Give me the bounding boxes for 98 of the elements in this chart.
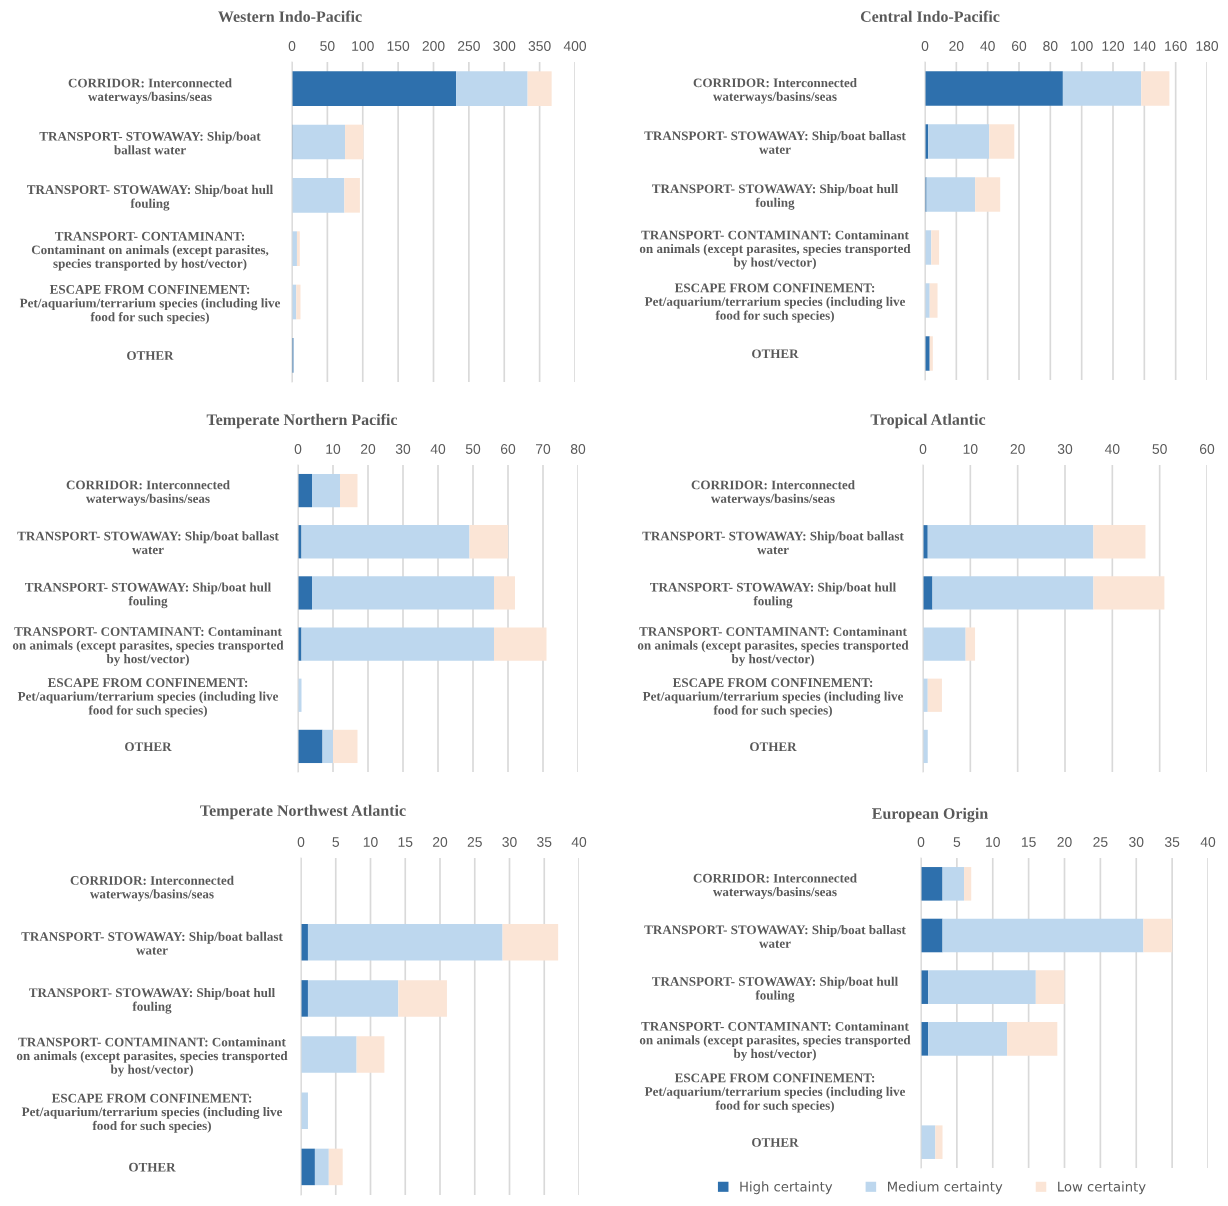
x-tick-label: 20 xyxy=(1010,444,1025,454)
x-tick-label: 60 xyxy=(1199,444,1215,454)
x-tick-label: 40 xyxy=(571,837,587,847)
chart-title: Central Indo-Pacific xyxy=(860,10,1000,22)
x-tick-label: 15 xyxy=(398,837,413,847)
y-tick-label: CORRIDOR: Interconnected waterways/basins/seas xyxy=(693,78,857,104)
x-tick-label: 10 xyxy=(326,444,341,454)
y-tick-label: OTHER xyxy=(129,1162,176,1172)
y-tick-label: TRANSPORT- STOWAWAY: Ship/boat ballast water xyxy=(644,131,906,154)
x-tick-label: 0 xyxy=(919,444,927,454)
y-tick-label: TRANSPORT- STOWAWAY: Ship/boat hull fouling xyxy=(29,987,275,1014)
x-tick-label: 60 xyxy=(500,444,516,454)
x-tick-label: 30 xyxy=(395,444,411,454)
x-tick-label: 35 xyxy=(1164,837,1180,847)
x-tick-label: 30 xyxy=(1057,444,1073,454)
chart-title: Temperate Northwest Atlantic xyxy=(200,804,406,820)
y-tick-label: ESCAPE FROM CONFINEMENT: Pet/aquarium/terrarium species (including live food for such species) xyxy=(19,285,281,325)
chart-title: Western Indo-Pacific xyxy=(218,10,362,23)
y-tick-label: ESCAPE FROM CONFINEMENT: Pet/aquarium/terrarium species (including live food for such species) xyxy=(644,1073,906,1113)
x-tick-label: 20 xyxy=(1057,837,1072,847)
x-tick-label: 250 xyxy=(457,41,480,51)
x-tick-label: 50 xyxy=(465,444,481,454)
y-tick-label: OTHER xyxy=(752,1138,799,1147)
x-tick-label: 25 xyxy=(467,837,482,847)
legend-label: Medium certainty xyxy=(888,1181,1003,1195)
x-tick-label: 25 xyxy=(1093,837,1108,847)
x-tick-label: 300 xyxy=(493,41,516,51)
x-tick-label: 50 xyxy=(1152,444,1167,454)
legend-label: Low certainty xyxy=(1058,1181,1146,1195)
y-tick-label: ESCAPE FROM CONFINEMENT: Pet/aquarium/terrarium species (including live food for such species) xyxy=(642,678,904,718)
y-tick-label: ESCAPE FROM CONFINEMENT: Pet/aquarium/terrarium species (including live food for such species) xyxy=(644,283,906,323)
y-tick-label: ESCAPE FROM CONFINEMENT: Pet/aquarium/terrarium species (including live food for such species) xyxy=(17,678,279,718)
x-tick-label: 180 xyxy=(1196,41,1219,51)
y-tick-label: OTHER xyxy=(752,349,799,359)
y-tick-label: TRANSPORT- STOWAWAY: Ship/boat hull fouling xyxy=(652,183,898,210)
y-tick-label: TRANSPORT- STOWAWAY: Ship/boat ballast water xyxy=(642,531,904,555)
x-tick-label: 0 xyxy=(294,444,302,454)
x-tick-label: 35 xyxy=(537,837,552,847)
y-tick-label: TRANSPORT- CONTAMINANT: Contaminant on animals (except parasites, species transported by host/vector) xyxy=(639,1021,911,1061)
x-tick-label: 140 xyxy=(1133,41,1156,51)
x-tick-label: 0 xyxy=(288,41,296,51)
chart-title: Temperate Northern Pacific xyxy=(206,413,398,429)
x-tick-label: 80 xyxy=(1043,41,1058,51)
y-tick-label: TRANSPORT- STOWAWAY: Ship/boat ballast water xyxy=(17,531,279,555)
x-tick-label: 100 xyxy=(352,41,374,51)
y-tick-label: TRANSPORT- CONTAMINANT: Contaminant on animals (except parasites, species transported by host/vector) xyxy=(16,1037,288,1077)
y-tick-label: TRANSPORT- STOWAWAY: Ship/boat ballast water xyxy=(21,931,283,955)
x-tick-label: 400 xyxy=(563,41,587,51)
x-tick-label: 40 xyxy=(430,444,446,454)
x-tick-label: 120 xyxy=(1102,41,1125,51)
y-tick-label: TRANSPORT- STOWAWAY: Ship/boat ballast water xyxy=(39,131,261,155)
y-tick-label: TRANSPORT- CONTAMINANT: Contaminant on animals (except parasites, species transported by host/vector) xyxy=(12,626,284,666)
chart-title: European Origin xyxy=(872,807,988,823)
x-tick-label: 5 xyxy=(953,837,961,847)
x-tick-label: 60 xyxy=(1011,41,1027,51)
x-tick-label: 20 xyxy=(360,444,376,454)
x-tick-label: 160 xyxy=(1165,41,1187,51)
y-tick-label: CORRIDOR: Interconnected waterways/basins/seas xyxy=(66,480,230,506)
y-tick-label: TRANSPORT- CONTAMINANT: Contaminant on animals (except parasites, species transported by host/vector) xyxy=(637,626,909,666)
y-tick-label: TRANSPORT- STOWAWAY: Ship/boat ballast water xyxy=(644,925,906,948)
y-tick-label: TRANSPORT- STOWAWAY: Ship/boat hull fouling xyxy=(25,582,271,609)
y-tick-label: TRANSPORT- STOWAWAY: Ship/boat hull fouling xyxy=(27,184,273,211)
y-tick-label: CORRIDOR: Interconnected waterways/basins/seas xyxy=(691,480,855,506)
x-tick-label: 20 xyxy=(432,837,448,847)
y-tick-label: OTHER xyxy=(127,351,174,360)
x-tick-label: 40 xyxy=(1104,444,1120,454)
x-tick-label: 150 xyxy=(387,41,410,51)
y-tick-label: TRANSPORT- CONTAMINANT: Contaminant on animals (except parasites, species transported by host/vector) xyxy=(639,230,911,270)
x-tick-label: 350 xyxy=(528,41,551,51)
y-tick-label: TRANSPORT- STOWAWAY: Ship/boat hull fouling xyxy=(652,976,898,1003)
x-tick-label: 0 xyxy=(297,837,305,847)
y-tick-label: ESCAPE FROM CONFINEMENT: Pet/aquarium/terrarium species (including live food for such species) xyxy=(21,1093,283,1133)
x-tick-label: 40 xyxy=(980,41,995,51)
x-tick-label: 15 xyxy=(1021,837,1036,847)
chart-title: Tropical Atlantic xyxy=(870,413,986,429)
x-tick-label: 70 xyxy=(535,444,551,454)
y-tick-label: TRANSPORT- CONTAMINANT: Contaminant on animals (except parasites, species transported by host/vector) xyxy=(31,231,269,271)
y-tick-label: OTHER xyxy=(750,742,797,752)
x-tick-label: 30 xyxy=(1129,837,1144,847)
x-tick-label: 20 xyxy=(949,41,964,51)
x-tick-label: 30 xyxy=(502,837,517,847)
x-tick-label: 10 xyxy=(363,837,378,847)
x-tick-label: 50 xyxy=(320,41,335,51)
x-tick-label: 5 xyxy=(332,837,340,847)
legend-label: High certainty xyxy=(740,1181,833,1195)
x-tick-label: 100 xyxy=(1071,41,1093,51)
x-tick-label: 40 xyxy=(1200,837,1216,847)
x-tick-label: 80 xyxy=(570,444,586,454)
y-tick-label: TRANSPORT- STOWAWAY: Ship/boat hull fouling xyxy=(650,582,896,609)
x-tick-label: 200 xyxy=(422,41,445,51)
y-tick-label: CORRIDOR: Interconnected waterways/basins/seas xyxy=(70,875,234,902)
x-tick-label: 10 xyxy=(986,837,1000,847)
y-tick-label: OTHER xyxy=(125,742,172,752)
x-tick-label: 10 xyxy=(963,444,978,454)
y-tick-label: CORRIDOR: Interconnected waterways/basins/seas xyxy=(68,78,232,104)
y-tick-label: CORRIDOR: Interconnected waterways/basins/seas xyxy=(693,873,857,899)
x-tick-label: 0 xyxy=(921,41,929,51)
x-tick-label: 0 xyxy=(917,837,925,847)
